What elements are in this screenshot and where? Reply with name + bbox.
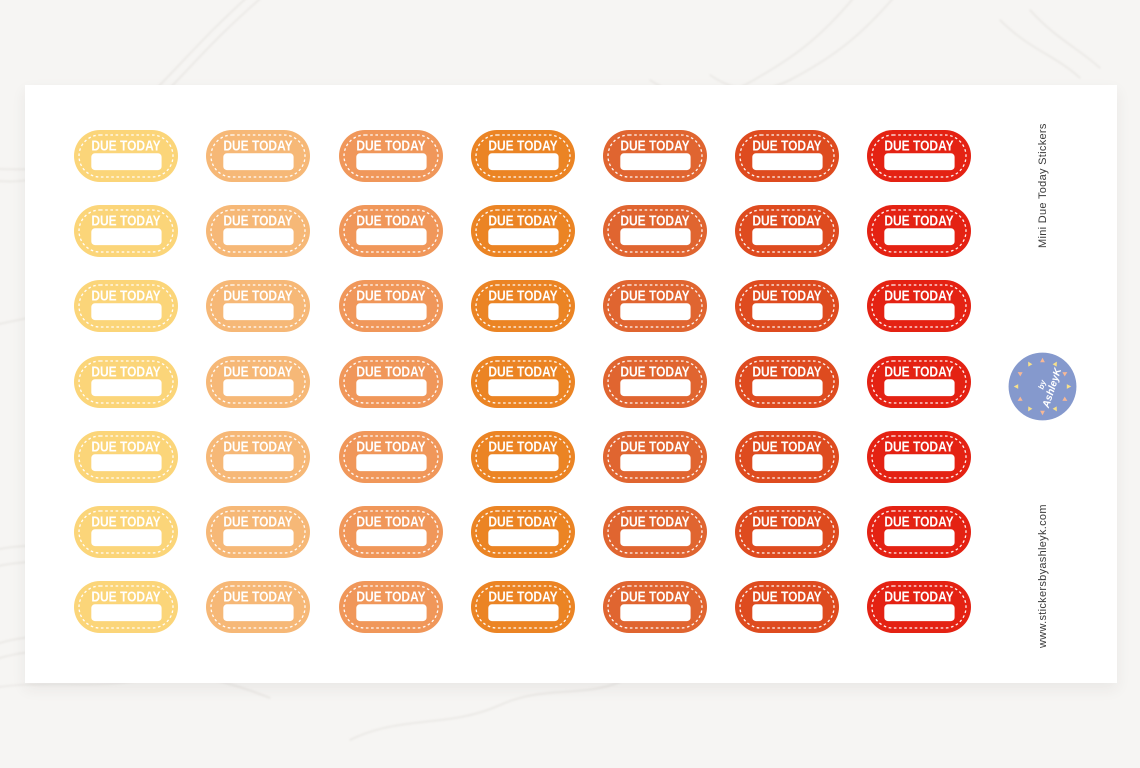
svg-text:DUE TODAY: DUE TODAY — [620, 588, 689, 605]
svg-text:DUE TODAY: DUE TODAY — [488, 513, 557, 530]
svg-text:DUE TODAY: DUE TODAY — [356, 212, 425, 229]
svg-text:DUE TODAY: DUE TODAY — [91, 438, 160, 455]
svg-text:DUE TODAY: DUE TODAY — [223, 287, 292, 304]
svg-text:DUE TODAY: DUE TODAY — [752, 438, 821, 455]
svg-text:DUE TODAY: DUE TODAY — [620, 363, 689, 380]
svg-text:DUE TODAY: DUE TODAY — [752, 363, 821, 380]
svg-text:DUE TODAY: DUE TODAY — [752, 588, 821, 605]
svg-text:DUE TODAY: DUE TODAY — [752, 287, 821, 304]
svg-text:DUE TODAY: DUE TODAY — [884, 137, 953, 154]
svg-text:DUE TODAY: DUE TODAY — [91, 287, 160, 304]
svg-text:DUE TODAY: DUE TODAY — [488, 363, 557, 380]
svg-text:DUE TODAY: DUE TODAY — [884, 513, 953, 530]
svg-text:DUE TODAY: DUE TODAY — [488, 137, 557, 154]
svg-text:DUE TODAY: DUE TODAY — [620, 212, 689, 229]
svg-text:DUE TODAY: DUE TODAY — [91, 212, 160, 229]
svg-text:DUE TODAY: DUE TODAY — [356, 287, 425, 304]
svg-text:DUE TODAY: DUE TODAY — [620, 287, 689, 304]
svg-text:DUE TODAY: DUE TODAY — [91, 137, 160, 154]
svg-text:DUE TODAY: DUE TODAY — [488, 287, 557, 304]
svg-text:DUE TODAY: DUE TODAY — [223, 363, 292, 380]
svg-text:DUE TODAY: DUE TODAY — [223, 137, 292, 154]
svg-text:DUE TODAY: DUE TODAY — [884, 363, 953, 380]
svg-text:DUE TODAY: DUE TODAY — [488, 212, 557, 229]
svg-text:DUE TODAY: DUE TODAY — [884, 212, 953, 229]
svg-text:DUE TODAY: DUE TODAY — [223, 212, 292, 229]
svg-text:DUE TODAY: DUE TODAY — [223, 588, 292, 605]
svg-text:DUE TODAY: DUE TODAY — [356, 137, 425, 154]
svg-text:DUE TODAY: DUE TODAY — [91, 513, 160, 530]
svg-text:DUE TODAY: DUE TODAY — [223, 438, 292, 455]
svg-text:DUE TODAY: DUE TODAY — [752, 513, 821, 530]
svg-text:DUE TODAY: DUE TODAY — [620, 438, 689, 455]
svg-text:DUE TODAY: DUE TODAY — [620, 137, 689, 154]
svg-text:DUE TODAY: DUE TODAY — [488, 438, 557, 455]
svg-text:DUE TODAY: DUE TODAY — [620, 513, 689, 530]
svg-text:DUE TODAY: DUE TODAY — [752, 212, 821, 229]
svg-text:DUE TODAY: DUE TODAY — [356, 438, 425, 455]
svg-text:DUE TODAY: DUE TODAY — [356, 588, 425, 605]
svg-text:DUE TODAY: DUE TODAY — [223, 513, 292, 530]
svg-text:DUE TODAY: DUE TODAY — [752, 137, 821, 154]
svg-text:DUE TODAY: DUE TODAY — [356, 513, 425, 530]
svg-text:DUE TODAY: DUE TODAY — [884, 287, 953, 304]
svg-text:DUE TODAY: DUE TODAY — [91, 588, 160, 605]
svg-text:DUE TODAY: DUE TODAY — [884, 588, 953, 605]
svg-text:DUE TODAY: DUE TODAY — [356, 363, 425, 380]
svg-text:DUE TODAY: DUE TODAY — [884, 438, 953, 455]
svg-text:DUE TODAY: DUE TODAY — [488, 588, 557, 605]
svg-text:DUE TODAY: DUE TODAY — [91, 363, 160, 380]
